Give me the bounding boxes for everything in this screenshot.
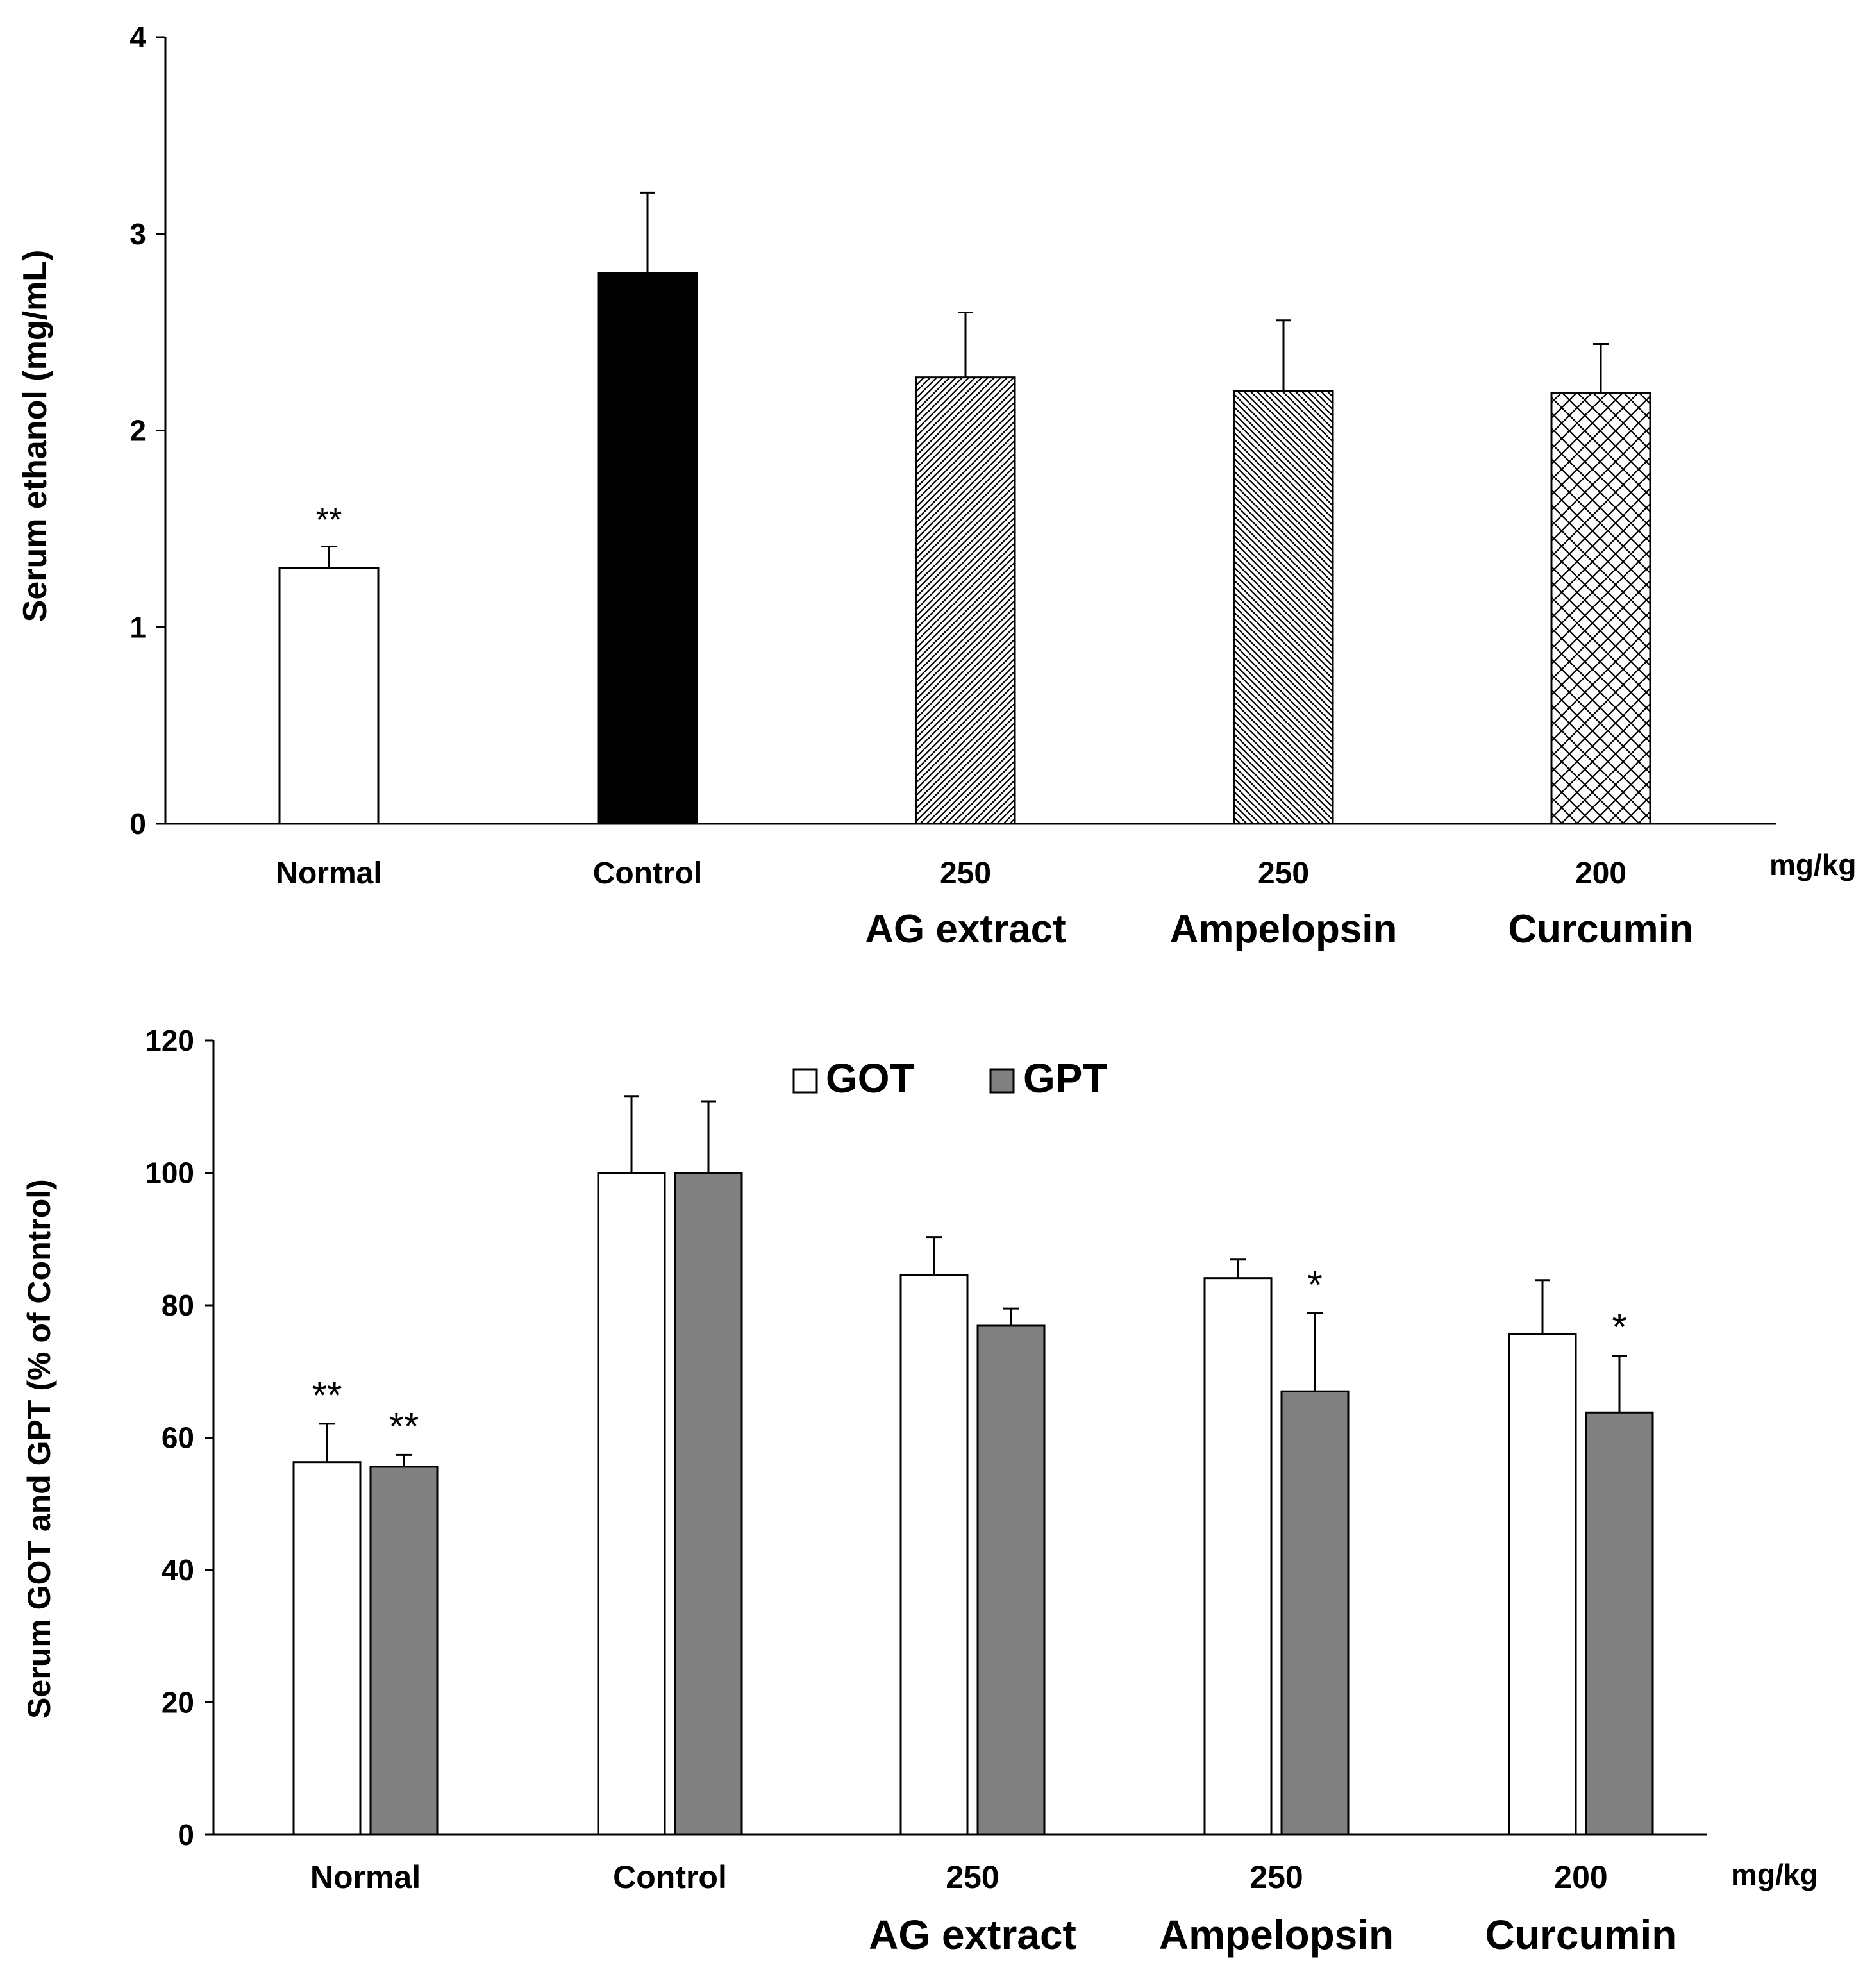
unit-label: mg/kg xyxy=(1769,848,1856,881)
x-tick-label: 200 xyxy=(1575,856,1626,890)
x-group-label: AG extract xyxy=(869,1912,1076,1958)
legend-swatch-got xyxy=(792,1068,818,1094)
bar-got xyxy=(1508,1333,1577,1836)
y-tick-label: 100 xyxy=(145,1157,194,1190)
y-tick-label: 80 xyxy=(162,1289,194,1322)
y-tick-label: 3 xyxy=(130,217,146,251)
bar-gpt xyxy=(674,1172,743,1836)
bar-gpt xyxy=(976,1324,1046,1836)
bar-got xyxy=(597,1172,666,1836)
y-tick-label: 40 xyxy=(162,1553,194,1587)
bar-got xyxy=(292,1461,362,1836)
legend-label-got: GOT xyxy=(826,1055,915,1101)
x-tick-label: 200 xyxy=(1554,1859,1607,1895)
x-tick-label: Control xyxy=(593,856,703,890)
y-tick-label: 60 xyxy=(162,1421,194,1455)
legend: GOT GPT xyxy=(792,1055,1108,1101)
significance-mark: * xyxy=(1307,1263,1322,1306)
x-group-label: Curcumin xyxy=(1508,907,1693,951)
significance-mark: ** xyxy=(312,1374,342,1417)
significance-mark: ** xyxy=(316,501,342,539)
x-group-label: AG extract xyxy=(865,907,1066,951)
x-tick-label: Normal xyxy=(276,856,381,890)
bar-gpt xyxy=(1280,1390,1350,1836)
y-tick-label: 4 xyxy=(130,21,146,54)
legend-item-gpt: GPT xyxy=(989,1055,1108,1101)
y-axis-label: Serum GOT and GPT (% of Control) xyxy=(21,1179,57,1719)
x-group-label: Curcumin xyxy=(1485,1912,1677,1958)
bar-serum-ethanol xyxy=(278,567,380,825)
y-tick-label: 20 xyxy=(162,1686,194,1719)
x-tick-label: 250 xyxy=(1249,1859,1303,1895)
x-tick-label: 250 xyxy=(940,856,991,890)
significance-mark: * xyxy=(1612,1305,1626,1348)
bar-serum-ethanol xyxy=(915,376,1016,825)
bar-gpt xyxy=(1585,1411,1654,1836)
legend-label-gpt: GPT xyxy=(1023,1055,1108,1101)
bar-serum-ethanol xyxy=(1550,392,1651,825)
legend-item-got: GOT xyxy=(792,1055,915,1101)
bar-serum-ethanol xyxy=(1233,390,1334,825)
unit-label: mg/kg xyxy=(1731,1858,1818,1891)
chart-serum-ethanol: ** 0 1 2 3 4 Normal Control 250 AG extract 250 Am… xyxy=(17,21,1856,951)
x-tick-label: Control xyxy=(613,1859,727,1895)
x-tick-label: 250 xyxy=(1258,856,1309,890)
y-tick-label: 0 xyxy=(130,807,146,840)
y-axis-label: Serum ethanol (mg/mL) xyxy=(17,250,54,622)
y-tick-label: 120 xyxy=(145,1024,194,1057)
x-tick-label: Normal xyxy=(310,1859,421,1895)
y-tick-label: 1 xyxy=(130,610,146,644)
x-tick-label: 250 xyxy=(946,1859,999,1895)
y-tick-label: 0 xyxy=(178,1818,194,1851)
bar-serum-ethanol xyxy=(597,272,698,825)
x-group-label: Ampelopsin xyxy=(1159,1912,1394,1958)
y-tick-label: 2 xyxy=(130,414,146,447)
x-group-label: Ampelopsin xyxy=(1170,907,1398,951)
legend-swatch-gpt xyxy=(989,1068,1015,1094)
bar-gpt xyxy=(369,1466,439,1836)
bar-got xyxy=(1203,1277,1273,1836)
significance-mark: ** xyxy=(389,1405,419,1448)
bar-got xyxy=(899,1274,969,1836)
